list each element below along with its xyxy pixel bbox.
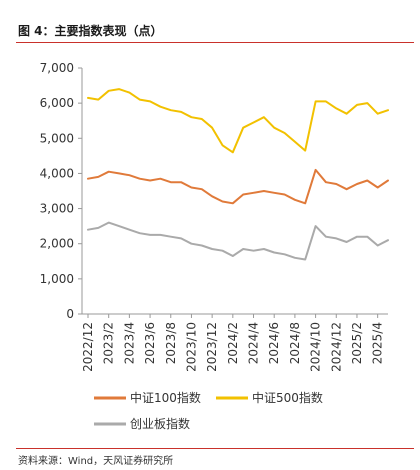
y-tick-label: 6,000 [40, 96, 74, 110]
y-tick-label: 4,000 [40, 166, 74, 180]
x-tick-label: 2023/2 [102, 322, 116, 364]
series-line-0 [87, 168, 389, 205]
y-tick-label: 2,000 [40, 237, 74, 251]
y-tick-label: 3,000 [40, 202, 74, 216]
series-line-1 [87, 88, 389, 154]
source-note: 资料来源：Wind，天风证券研究所 [18, 456, 174, 467]
x-axis: 2022/12 2023/2 2023/4 2023/6 2023/8 2023/10 20… [81, 313, 388, 372]
figure-title: 图 4：主要指数表现（点） [18, 24, 163, 38]
x-tick-label: 2025/4 [371, 322, 385, 364]
y-tick-label: 1,000 [40, 272, 74, 286]
x-tick-label: 2024/10 [309, 322, 323, 372]
x-tick-label: 2023/10 [184, 322, 198, 372]
x-tick-label: 2024/6 [267, 322, 281, 364]
x-tick-label: 2023/4 [122, 322, 136, 364]
x-tick-label: 2023/6 [143, 322, 157, 364]
x-tick-label: 2024/2 [226, 322, 240, 364]
legend-label-2: 创业板指数 [130, 416, 190, 431]
x-tick-label: 2023/12 [205, 322, 219, 372]
y-tick-label: 5,000 [40, 131, 74, 145]
title-divider [16, 42, 414, 43]
y-tick-label: 7,000 [40, 61, 74, 75]
series-lines [87, 88, 389, 261]
series-line-2 [87, 221, 389, 261]
source-divider [16, 448, 414, 449]
x-tick-label: 2023/8 [164, 322, 178, 364]
x-tick-label: 2024/12 [329, 322, 343, 372]
x-tick-label: 2024/8 [288, 322, 302, 364]
x-tick-label: 2025/2 [350, 322, 364, 364]
y-axis: 0 1,000 2,000 3,000 4,000 5,000 6,000 7,000 [40, 61, 83, 321]
x-tick-label: 2022/12 [81, 322, 95, 372]
legend-label-1: 中证500指数 [252, 390, 323, 405]
x-tick-label: 2024/4 [247, 322, 261, 364]
legend-label-0: 中证100指数 [130, 390, 201, 405]
line-chart: 0 1,000 2,000 3,000 4,000 5,000 6,000 7,000 202… [40, 61, 389, 431]
y-tick-label: 0 [66, 307, 74, 321]
